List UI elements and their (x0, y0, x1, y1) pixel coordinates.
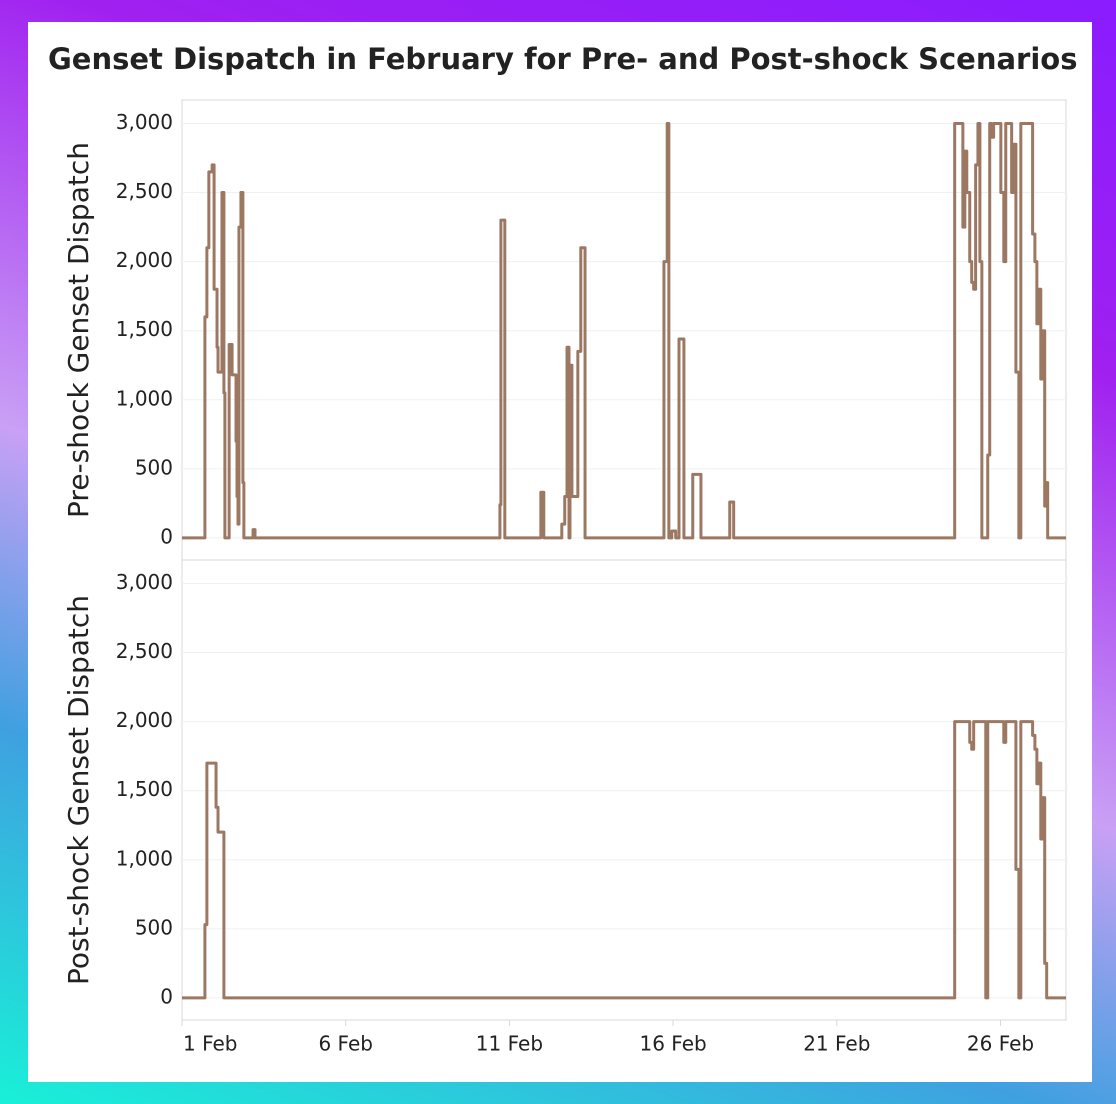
y-tick-label: 1,000 (116, 846, 173, 870)
y-tick-label: 3,000 (116, 110, 173, 134)
y-axis-label: Post-shock Genset Dispatch (62, 595, 95, 985)
x-tick-label: 1 Feb (183, 1032, 238, 1056)
y-tick-label: 2,500 (116, 639, 173, 663)
y-tick-label: 3,000 (116, 570, 173, 594)
x-tick-label: 26 Feb (967, 1032, 1034, 1056)
panel-frame (181, 99, 1067, 561)
y-tick-label: 0 (160, 984, 173, 1008)
card (28, 22, 1092, 1082)
y-tick-label: 1,500 (116, 317, 173, 341)
x-tick-label: 21 Feb (803, 1032, 870, 1056)
y-tick-label: 2,000 (116, 708, 173, 732)
y-axis-label: Pre-shock Genset Dispatch (62, 142, 95, 518)
line (182, 121, 1066, 540)
x-tick-label: 6 Feb (318, 1032, 373, 1056)
y-tick-label: 500 (135, 455, 173, 479)
y-tick-label: 0 (160, 524, 173, 548)
x-tick-label: 11 Feb (476, 1032, 543, 1056)
y-tick-label: 1,500 (116, 777, 173, 801)
y-tick-label: 500 (135, 915, 173, 939)
line (182, 720, 1066, 1000)
y-tick-label: 2,000 (116, 248, 173, 272)
panel-frame (181, 559, 1067, 1021)
chart-title: Genset Dispatch in February for Pre- and… (48, 42, 1077, 76)
y-tick-label: 2,500 (116, 179, 173, 203)
x-tick-label: 16 Feb (640, 1032, 707, 1056)
y-tick-label: 1,000 (116, 386, 173, 410)
